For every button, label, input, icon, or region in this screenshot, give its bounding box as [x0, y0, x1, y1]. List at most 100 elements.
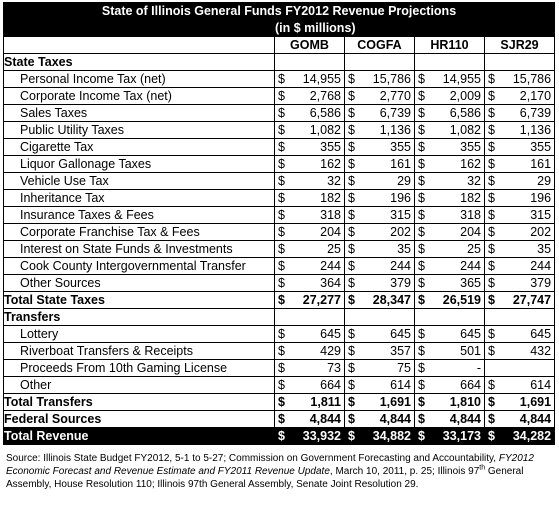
dollar-sign: $	[278, 259, 285, 273]
value-cell-hr110: $501	[414, 342, 485, 360]
section-heading-row: Transfers	[3, 308, 556, 326]
dollar-sign: $	[348, 378, 355, 392]
dollar-sign: $	[418, 174, 425, 188]
value-cell-sjr29: $2,170	[483, 87, 556, 105]
value-cell-hr110: $32	[414, 172, 485, 190]
value-cell-hr110: $2,009	[414, 87, 485, 105]
value: 33,173	[442, 429, 481, 443]
dollar-sign: $	[348, 242, 355, 256]
value: 34,282	[512, 429, 552, 443]
table-row: Sales Taxes $6,586 $6,739 $6,586 $6,739	[3, 104, 556, 122]
value-cell-hr110: $645	[414, 325, 485, 343]
value: 202	[390, 225, 411, 239]
dollar-sign: $	[348, 259, 355, 273]
value: 6,586	[449, 106, 481, 120]
value-cell-sjr29: $432	[483, 342, 556, 360]
value: 244	[460, 259, 481, 273]
row-label: Corporate Income Tax (net)	[3, 87, 275, 105]
value-cell-cogfa: $29	[344, 172, 415, 190]
blank-cell	[344, 308, 415, 326]
value-cell-cogfa: $355	[344, 138, 415, 156]
value: 645	[530, 327, 552, 341]
value-cell-hr110: $14,955	[414, 70, 485, 88]
value: 29	[537, 174, 552, 188]
value-cell-sjr29: $27,747	[483, 291, 556, 309]
dollar-sign: $	[418, 242, 425, 256]
value: 1,136	[379, 123, 411, 137]
dollar-sign: $	[488, 140, 495, 154]
row-label: Cook County Intergovernmental Transfer	[3, 257, 275, 275]
value-cell-gomb: $204	[274, 223, 345, 241]
dollar-sign: $	[348, 344, 355, 358]
value-cell-cogfa: $6,739	[344, 104, 415, 122]
value-cell-hr110: $4,844	[414, 410, 485, 428]
value-cell-gomb: $14,955	[274, 70, 345, 88]
section-heading-row: State Taxes	[3, 53, 556, 71]
dollar-sign: $	[488, 89, 495, 103]
value-cell-cogfa: $2,770	[344, 87, 415, 105]
value: 196	[530, 191, 552, 205]
value: 1,136	[519, 123, 552, 137]
dollar-sign: $	[488, 259, 495, 273]
value: 501	[460, 344, 481, 358]
row-label: Cigarette Tax	[3, 138, 275, 156]
value-cell-cogfa: $75	[344, 359, 415, 377]
section-heading: State Taxes	[3, 53, 275, 71]
dollar-sign: $	[348, 276, 355, 290]
value-cell-gomb: $32	[274, 172, 345, 190]
row-label: Sales Taxes	[3, 104, 275, 122]
blank-cell	[274, 53, 345, 71]
value: 645	[320, 327, 341, 341]
dollar-sign: $	[488, 72, 495, 86]
table-row: Other $664 $614 $664 $614	[3, 376, 556, 394]
dollar-sign: $	[418, 123, 425, 137]
value: 645	[460, 327, 481, 341]
dollar-sign: $	[488, 191, 495, 205]
value: 204	[320, 225, 341, 239]
value-cell-cogfa: $357	[344, 342, 415, 360]
value: 162	[320, 157, 341, 171]
value: 1,082	[309, 123, 341, 137]
value: 34,882	[372, 429, 411, 443]
dollar-sign: $	[418, 89, 425, 103]
value-cell-sjr29: $379	[483, 274, 556, 292]
dollar-sign: $	[278, 225, 285, 239]
dollar-sign: $	[488, 293, 495, 307]
blank-cell	[344, 53, 415, 71]
value-cell-sjr29: $355	[483, 138, 556, 156]
value: -	[476, 361, 481, 375]
value: 26,519	[442, 293, 481, 307]
value-cell-cogfa: $28,347	[344, 291, 415, 309]
table-row: Corporate Income Tax (net) $2,768 $2,770 $2…	[3, 87, 556, 105]
value-cell-cogfa: $34,882	[344, 427, 415, 445]
dollar-sign: $	[278, 361, 285, 375]
row-label: Corporate Franchise Tax & Fees	[3, 223, 275, 241]
value-cell-cogfa: $35	[344, 240, 415, 258]
table-title: State of Illinois General Funds FY2012 R…	[2, 2, 556, 20]
dollar-sign: $	[488, 123, 495, 137]
total-row: Total Transfers $1,811 $1,691 $1,810 $1,691	[3, 393, 556, 411]
value-cell-hr110: $318	[414, 206, 485, 224]
value: 614	[530, 378, 552, 392]
row-label: Total State Taxes	[3, 291, 275, 309]
dollar-sign: $	[488, 429, 495, 443]
value: 14,955	[302, 72, 341, 86]
value-cell-sjr29: $4,844	[483, 410, 556, 428]
row-label: Liquor Gallonage Taxes	[3, 155, 275, 173]
row-label: Public Utility Taxes	[3, 121, 275, 139]
header-blank	[3, 36, 275, 54]
value: 6,739	[519, 106, 552, 120]
value: 2,170	[519, 89, 552, 103]
dollar-sign: $	[278, 242, 285, 256]
dollar-sign: $	[348, 157, 355, 171]
dollar-sign: $	[418, 259, 425, 273]
value-cell-gomb: $1,811	[274, 393, 345, 411]
value: 27,277	[302, 293, 341, 307]
value: 6,739	[379, 106, 411, 120]
value: 244	[390, 259, 411, 273]
value-cell-cogfa: $1,136	[344, 121, 415, 139]
value: 25	[327, 242, 341, 256]
dollar-sign: $	[348, 361, 355, 375]
value-cell-sjr29: $244	[483, 257, 556, 275]
dollar-sign: $	[418, 140, 425, 154]
